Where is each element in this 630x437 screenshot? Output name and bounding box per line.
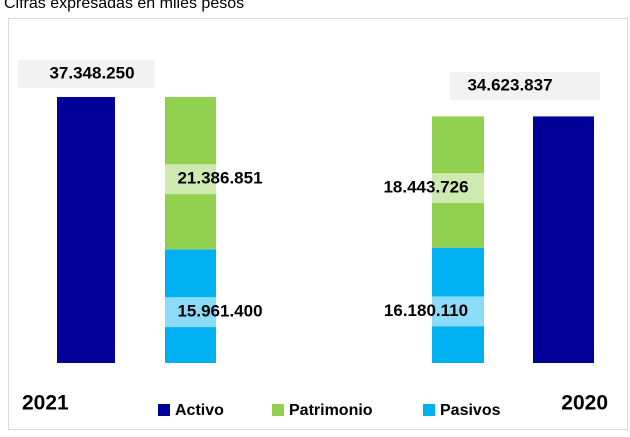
data-label: 15.961.400 [177, 302, 262, 321]
data-label: 18.443.726 [383, 178, 468, 197]
label-bg [368, 296, 484, 327]
label-bg [368, 173, 484, 204]
legend-label: Pasivos [440, 402, 501, 419]
label-bg [450, 72, 600, 100]
data-label: 21.386.851 [177, 169, 262, 188]
data-label: 37.348.250 [49, 63, 134, 82]
label-bg [162, 164, 278, 195]
data-label: 16.180.110 [384, 301, 468, 320]
legend-label: Patrimonio [289, 402, 373, 419]
category-label: 2020 [561, 392, 608, 415]
bar [57, 97, 115, 363]
label-bg [162, 297, 278, 328]
label-bg [18, 60, 155, 88]
legend-swatch [158, 404, 170, 416]
data-label: 34.623.837 [467, 75, 552, 94]
chart-title: Cifras expresadas en miles pesos [4, 0, 244, 12]
chart-border [8, 18, 628, 430]
category-label: 2021 [22, 392, 69, 415]
legend-swatch [423, 404, 435, 416]
legend-swatch [272, 404, 284, 416]
bar [533, 116, 594, 363]
legend-label: Activo [175, 402, 224, 419]
